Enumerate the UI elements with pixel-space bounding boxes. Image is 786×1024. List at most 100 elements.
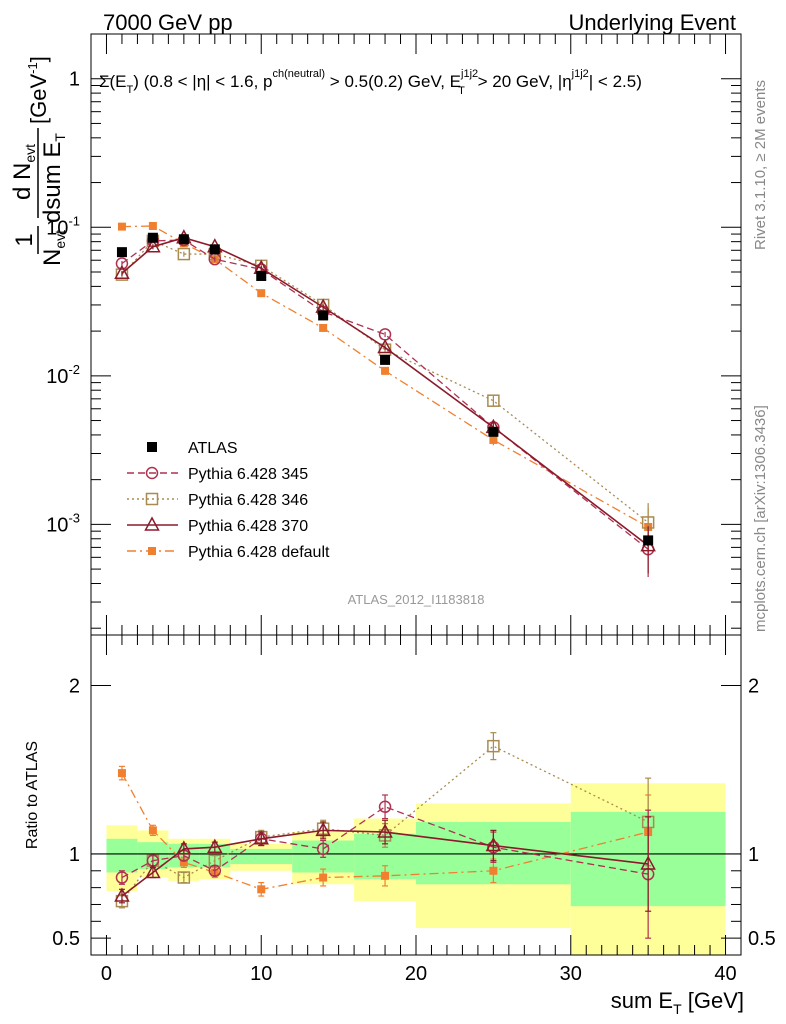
data-marker (319, 323, 328, 332)
ylabel-evt: evt (52, 230, 68, 249)
x-tick-label: 10 (250, 963, 272, 985)
xlabel-main: sum E (611, 988, 673, 1013)
ylabel-dn-text: d N (9, 163, 36, 200)
data-marker (489, 435, 498, 444)
y-tick-label: 10-1 (46, 213, 80, 239)
ratio-line (121, 745, 649, 902)
band-inner (230, 848, 293, 865)
data-marker (115, 257, 129, 270)
data-marker (148, 547, 156, 555)
title-part: ch(neutral) (273, 68, 326, 80)
legend-label: Pythia 6.428 346 (188, 492, 308, 509)
tick-base: 10 (46, 514, 68, 536)
data-marker (144, 516, 160, 531)
legend-entry: Pythia 6.428 345 (127, 466, 308, 483)
data-marker (640, 855, 656, 870)
data-marker (115, 871, 129, 884)
ylabel-dsum-text: dsum E (39, 142, 66, 223)
title-part: j1j2 (460, 68, 478, 80)
title-part: > 0.5(0.2) GeV, E (325, 72, 461, 91)
ylabel-unit-exp: -1 (25, 62, 40, 74)
series-atlas (116, 232, 654, 546)
data-marker (380, 354, 391, 365)
tick-exp: -3 (68, 510, 80, 525)
data-marker (145, 238, 161, 253)
title-part: ) (0.8 < |η| < 1.6, p (133, 72, 272, 91)
tick-base: 10 (46, 366, 68, 388)
data-marker (318, 310, 329, 321)
legend-entry: Pythia 6.428 370 (127, 516, 308, 535)
data-marker (117, 769, 126, 778)
x-tick-label: 40 (714, 963, 736, 985)
data-marker (315, 821, 331, 837)
y-tick-label: 1 (69, 844, 80, 866)
y-tick-label: 2 (69, 676, 80, 698)
ylabel-one: 1 (11, 233, 38, 246)
data-marker (643, 535, 654, 546)
x-axis-label: sum ET [GeV] (611, 988, 744, 1017)
y-tick-label: 1 (69, 69, 80, 91)
legend-label: ATLAS (188, 440, 238, 457)
data-marker (177, 871, 191, 884)
mcplots-label: mcplots.cern.ch [arXiv:1306.3436] (752, 405, 769, 632)
legend-entry: ATLAS (147, 440, 238, 457)
data-marker (145, 492, 159, 506)
xlabel-sub: T (673, 1001, 682, 1017)
title-part: Σ(E (99, 72, 127, 91)
x-tick-label: 20 (405, 963, 427, 985)
data-marker (177, 247, 191, 261)
ylabel-n: N (39, 249, 66, 266)
xlabel-unit: [GeV] (682, 988, 744, 1013)
data-marker (487, 394, 500, 407)
data-marker (116, 247, 127, 258)
data-marker (256, 270, 267, 281)
ylabel-dsum: dsum ET (39, 133, 68, 223)
data-marker (148, 826, 157, 835)
title-part: | < 2.5) (589, 72, 642, 91)
header-right-label: Underlying Event (568, 10, 736, 35)
legend-entry: Pythia 6.428 346 (127, 492, 308, 509)
data-marker (319, 873, 328, 882)
data-marker (147, 442, 157, 452)
legend-entry: Pythia 6.428 default (127, 544, 330, 561)
data-marker (178, 234, 189, 245)
y-tick-label-right: 1 (748, 844, 759, 866)
tick-exp: -2 (68, 362, 80, 377)
title-part: j1j2 (571, 68, 589, 80)
y-tick-label: 10-3 (46, 510, 80, 536)
ylabel-unit-text: [GeV (26, 74, 51, 124)
ratio-series (114, 732, 656, 939)
tick-base: 10 (46, 217, 68, 239)
main-y-axis-label: 1 Nevt d Nevt dsum ET [GeV-1] (9, 56, 68, 266)
data-marker (488, 426, 499, 437)
data-marker (487, 739, 500, 753)
data-marker (208, 864, 222, 878)
legend-label: Pythia 6.428 345 (188, 466, 308, 483)
legend-label: Pythia 6.428 default (188, 544, 330, 561)
ratio-series-p370 (114, 816, 656, 912)
data-marker (145, 863, 161, 879)
band-inner (106, 838, 138, 873)
analysis-watermark: ATLAS_2012_I1183818 (348, 592, 485, 607)
ratio-ticks: 0 10 20 30 40 0.5 0.5 1 1 2 2 (52, 635, 776, 985)
data-marker (489, 866, 498, 875)
x-tick-label: 0 (101, 963, 112, 985)
data-marker (176, 840, 192, 855)
ratio-y-axis-label: Ratio to ATLAS (24, 741, 41, 849)
title-part: T (127, 84, 134, 96)
data-marker (179, 858, 188, 867)
header-left-label: 7000 GeV pp (103, 10, 233, 35)
data-marker (147, 232, 158, 243)
data-marker (117, 222, 126, 231)
ylabel-nevt: Nevt (39, 230, 68, 266)
data-marker (381, 871, 390, 880)
ylabel-dn-evt: evt (22, 144, 38, 163)
legend: ATLAS Pythia 6.428 345 Pythia 6.428 346 Pyt… (127, 440, 330, 561)
ylabel-dn: d Nevt (9, 144, 38, 200)
series-line (121, 239, 649, 550)
data-marker (148, 221, 157, 230)
data-marker (209, 244, 220, 255)
x-tick-label: 30 (560, 963, 582, 985)
main-title: Σ(ET) (0.8 < |η| < 1.6, pch(neutral) > 0… (99, 68, 642, 97)
